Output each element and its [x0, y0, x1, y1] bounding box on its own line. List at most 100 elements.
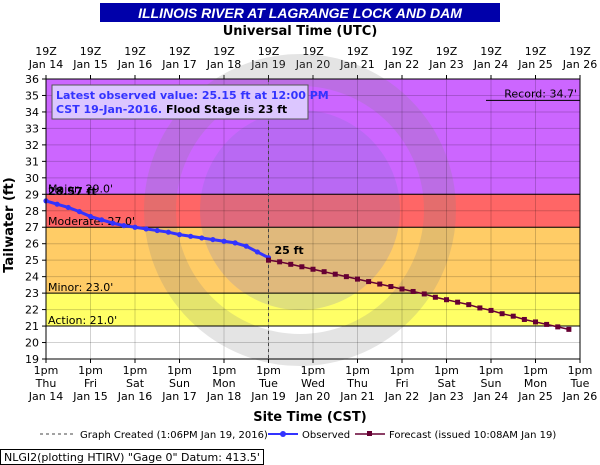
top-tick-label-time: 19Z: [391, 45, 413, 58]
bottom-tick-label: Jan 25: [517, 390, 552, 403]
bottom-tick-label: Jan 24: [473, 390, 508, 403]
forecast-point: [399, 286, 405, 292]
bottom-tick-label: Fri: [84, 377, 97, 390]
y-tick-label: 29: [25, 188, 39, 201]
y-tick-label: 30: [25, 172, 39, 185]
forecast-point: [288, 261, 294, 267]
bottom-tick-label: 1pm: [523, 364, 548, 377]
forecast-point: [477, 305, 483, 311]
forecast-point: [366, 279, 372, 285]
y-tick-label: 36: [25, 73, 39, 86]
forecast-point: [421, 291, 427, 297]
forecast-point: [332, 271, 338, 277]
top-tick-label-time: 19Z: [213, 45, 235, 58]
y-axis-title: Tailwater (ft): [2, 177, 17, 272]
zone-label-major: Major: 29.0': [48, 182, 113, 195]
top-tick-label-time: 19Z: [35, 45, 57, 58]
bottom-tick-label: Sun: [169, 377, 190, 390]
bottom-tick-label: 1pm: [78, 364, 103, 377]
footer-datum: NLGI2(plotting HTIRV) "Gage 0" Datum: 41…: [4, 451, 260, 464]
bottom-tick-label: Fri: [395, 377, 408, 390]
y-tick-label: 22: [25, 304, 39, 317]
top-tick-label-date: Jan 25: [517, 58, 552, 71]
top-tick-label-time: 19Z: [347, 45, 369, 58]
bottom-tick-label: Wed: [301, 377, 325, 390]
noaa-watermark: [144, 54, 456, 366]
legend-observed: Observed: [302, 430, 350, 441]
observed-point: [154, 227, 160, 234]
observed-point: [87, 213, 94, 220]
observed-point: [221, 238, 227, 244]
observed-point: [254, 249, 260, 255]
top-tick-label-time: 19Z: [525, 45, 547, 58]
bottom-tick-label: Jan 19: [250, 390, 285, 403]
bottom-tick-label: Tue: [258, 377, 278, 390]
forecast-point: [455, 299, 461, 305]
observed-point: [143, 226, 149, 232]
observed-point: [165, 229, 171, 235]
zone-moderate: [46, 194, 580, 228]
top-tick-label-time: 19Z: [258, 45, 280, 58]
forecast-series: [266, 257, 572, 332]
legend-observed-marker: [280, 431, 286, 437]
bottom-tick-label: Jan 22: [384, 390, 419, 403]
zone-label-minor: Minor: 23.0': [48, 281, 113, 294]
observed-point: [110, 220, 116, 226]
bottom-tick-label: Jan 23: [428, 390, 463, 403]
bottom-tick-label: 1pm: [34, 364, 59, 377]
forecast-point: [466, 302, 472, 308]
y-tick-label: 27: [25, 221, 39, 234]
legend-forecast-marker: [367, 431, 372, 436]
observed-point: [243, 243, 249, 249]
observed-point: [132, 224, 138, 230]
top-tick-label-date: Jan 17: [161, 58, 196, 71]
y-axis-ticks: 19 20 21 22 23 24 25 26 27 28 29 30 31 32 33 34 35 36: [25, 73, 46, 366]
top-tick-label-date: Jan 18: [206, 58, 241, 71]
y-tick-label: 31: [25, 155, 39, 168]
observed-point: [65, 204, 71, 211]
forecast-point: [410, 288, 416, 294]
footer: NLGI2(plotting HTIRV) "Gage 0" Datum: 41…: [0, 449, 264, 465]
forecast-point: [388, 284, 394, 290]
bottom-tick-label: Mon: [524, 377, 547, 390]
bottom-tick-label: 1pm: [123, 364, 148, 377]
bottom-tick-label: 1pm: [256, 364, 281, 377]
bottom-tick-label: Thu: [35, 377, 57, 390]
bottom-tick-label: Jan 26: [562, 390, 597, 403]
observed-point: [199, 235, 205, 241]
bottom-tick-label: Jan 15: [72, 390, 107, 403]
flood-zone-labels: Action: 21.0'Minor: 23.0'Moderate: 27.0'…: [46, 87, 580, 327]
record-label: Record: 34.7': [504, 87, 577, 100]
latest-value-label: 25 ft: [275, 244, 304, 257]
y-tick-label: 34: [25, 106, 39, 119]
top-tick-label-date: Jan 15: [72, 58, 107, 71]
latest-observed-info-box: Latest observed value: 25.15 ft at 12:00…: [51, 84, 329, 120]
y-tick-label: 25: [25, 254, 39, 267]
forecast-point: [521, 316, 527, 322]
y-tick-label: 20: [25, 337, 39, 350]
info-box-bg: [51, 84, 309, 120]
forecast-point: [499, 311, 505, 317]
top-tick-label-time: 19Z: [569, 45, 591, 58]
bottom-tick-label: 1pm: [212, 364, 237, 377]
forecast-line: [268, 259, 570, 331]
chart-title: ILLINOIS RIVER AT LAGRANGE LOCK AND DAM: [138, 5, 462, 21]
top-tick-label-date: Jan 14: [28, 58, 63, 71]
title-bar: ILLINOIS RIVER AT LAGRANGE LOCK AND DAM: [100, 3, 500, 22]
forecast-point: [533, 319, 538, 325]
watermark-ring: [144, 54, 456, 366]
observed-point: [54, 201, 60, 207]
y-tick-label: 33: [25, 122, 39, 135]
forecast-point: [488, 307, 494, 313]
forecast-point: [377, 281, 383, 287]
forecast-point: [310, 266, 316, 272]
bottom-tick-label: Sun: [481, 377, 502, 390]
forecast-point: [444, 297, 449, 303]
observed-point: [176, 232, 183, 238]
start-value-label: 28.57 ft: [48, 185, 97, 198]
bottom-tick-label: Sat: [126, 377, 145, 390]
top-tick-label-date: Jan 19: [250, 58, 285, 71]
y-tick-label: 21: [25, 320, 39, 333]
bottom-tick-label: 1pm: [434, 364, 459, 377]
forecast-point: [343, 274, 349, 280]
